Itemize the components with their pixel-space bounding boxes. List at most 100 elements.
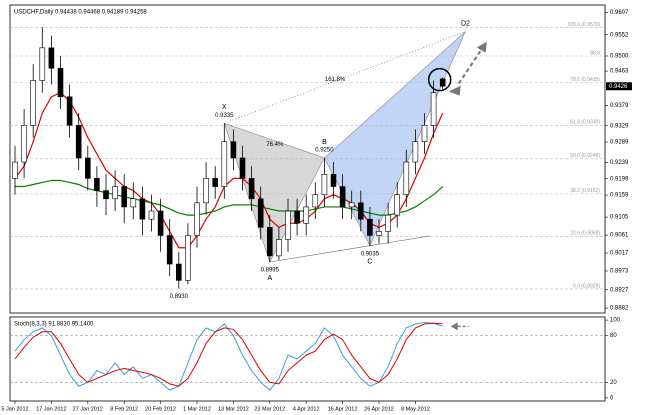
y-tick-label: 0.8973	[610, 269, 629, 275]
stoch-arrowhead	[450, 322, 458, 331]
candle-body	[103, 190, 109, 200]
candle-body	[421, 125, 428, 142]
xd-ratio: 161.8%	[325, 77, 346, 83]
candle-body	[312, 194, 319, 208]
x-tick-label: 16 Apr 2012	[328, 406, 358, 412]
fib-label: 78.6 (0.9435)	[570, 77, 600, 83]
candle-body	[130, 198, 137, 208]
pointer-arrow	[448, 85, 461, 96]
stoch-title: Stoch(8,3,3) 91.8830 95.1400	[14, 322, 94, 328]
xb-ratio: 76.4%	[266, 142, 284, 148]
last-price-box	[606, 82, 632, 91]
candle-body	[257, 198, 264, 228]
candle-body	[212, 178, 218, 187]
pattern-point-name: A	[267, 275, 272, 282]
last-price-label: 0.9426	[609, 84, 628, 90]
fib-label: 100.0 (0.9570)	[567, 22, 600, 28]
fib-label: 88.6	[590, 50, 600, 56]
y-tick-label: 80	[610, 333, 617, 339]
candle-body	[303, 206, 310, 224]
fib-label: 23.6 (0.9058)	[570, 231, 600, 237]
moving-average	[15, 179, 444, 216]
y-tick-label: 0.9105	[610, 215, 629, 221]
y-tick-label: 100	[610, 318, 621, 324]
fib-label: 50.0 (0.9248)	[570, 153, 600, 159]
x-tick-label: 8 May 2012	[401, 406, 430, 412]
candle-body	[94, 178, 100, 191]
pattern-point-name: B	[322, 139, 327, 146]
candle-body	[112, 186, 118, 200]
candle-body	[276, 239, 282, 257]
low-label: 0.8930	[170, 294, 189, 300]
pattern-point-name: D2	[461, 20, 470, 27]
pattern-point-label: 0.8995	[261, 268, 280, 274]
candle-body	[285, 210, 291, 240]
candle-body	[194, 202, 200, 236]
candle-body	[166, 235, 173, 265]
candle-body	[412, 141, 419, 163]
chart-title: USDCHF,Daily 0.94438 0.94468 0.94189 0.9…	[14, 10, 147, 16]
candle-body	[376, 231, 382, 236]
y-tick-label: 0.9017	[610, 251, 629, 257]
pattern-point-name: X	[222, 104, 227, 111]
stoch-pane	[9, 316, 606, 402]
candle-body	[439, 78, 446, 87]
y-tick-label: 0.9379	[610, 103, 629, 109]
y-tick-label: 0.9463	[610, 69, 629, 75]
candle-body	[294, 210, 300, 224]
candle-body	[30, 80, 37, 126]
y-tick-label: 0.9239	[610, 160, 629, 166]
candle-body	[21, 125, 27, 163]
x-tick-label: 26 Apr 2012	[364, 406, 394, 412]
candle-body	[39, 47, 46, 81]
candle-body	[394, 194, 401, 216]
candle-body	[403, 161, 410, 195]
fib-label: 0.0 (0.8929)	[573, 283, 600, 289]
pattern-point-label: 0.9335	[215, 113, 234, 119]
y-tick-label: 0.9061	[610, 233, 629, 239]
y-tick-label: 0.8882	[610, 306, 629, 312]
fib-label: 61.8 (0.9330)	[570, 120, 600, 126]
candle-body	[176, 263, 182, 281]
y-tick-label: 0.8927	[610, 287, 629, 293]
x-tick-label: 13 Mar 2012	[218, 406, 249, 412]
candle-body	[57, 67, 64, 98]
candle-body	[139, 198, 146, 220]
y-tick-label: 0.9500	[610, 54, 629, 60]
candle-body	[203, 178, 209, 204]
candle-body	[12, 161, 18, 179]
candle-body	[330, 173, 337, 187]
y-tick-label: 0.9329	[610, 123, 629, 129]
y-tick-label: 0.9199	[610, 176, 629, 182]
candle-body	[385, 214, 391, 232]
x-tick-label: 27 Jan 2012	[73, 406, 103, 412]
candle-body	[48, 47, 55, 69]
xd-line	[224, 31, 466, 124]
candle-body	[230, 141, 237, 159]
y-tick-label: 0.9289	[610, 140, 629, 146]
highlight-circle	[427, 67, 452, 92]
stoch-line	[14, 322, 443, 387]
candle-body	[157, 210, 164, 236]
y-tick-label: 20	[610, 380, 617, 386]
x-tick-label: 17 Jan 2012	[36, 406, 66, 412]
x-tick-label: 8 Feb 2012	[110, 406, 138, 412]
candle-body	[367, 218, 373, 236]
x-tick-label: 5 Jan 2012	[1, 406, 28, 412]
candle-body	[221, 141, 228, 187]
candle-body	[121, 186, 127, 208]
pattern-point-label: 0.9035	[361, 251, 380, 257]
candle-body	[185, 235, 191, 281]
candle-body	[348, 202, 355, 208]
x-tick-label: 1 Mar 2012	[183, 406, 211, 412]
projection-arrowhead	[476, 41, 487, 53]
candle-body	[339, 186, 346, 208]
y-tick-label: 0.9159	[610, 193, 629, 199]
candle-body	[430, 92, 437, 126]
pattern-point-label: 0.9250	[315, 148, 334, 154]
candle-body	[85, 157, 91, 179]
candle-body	[148, 210, 155, 220]
x-tick-label: 20 Feb 2012	[145, 406, 176, 412]
x-tick-label: 4 Apr 2012	[293, 406, 320, 412]
candle-body	[239, 157, 246, 179]
